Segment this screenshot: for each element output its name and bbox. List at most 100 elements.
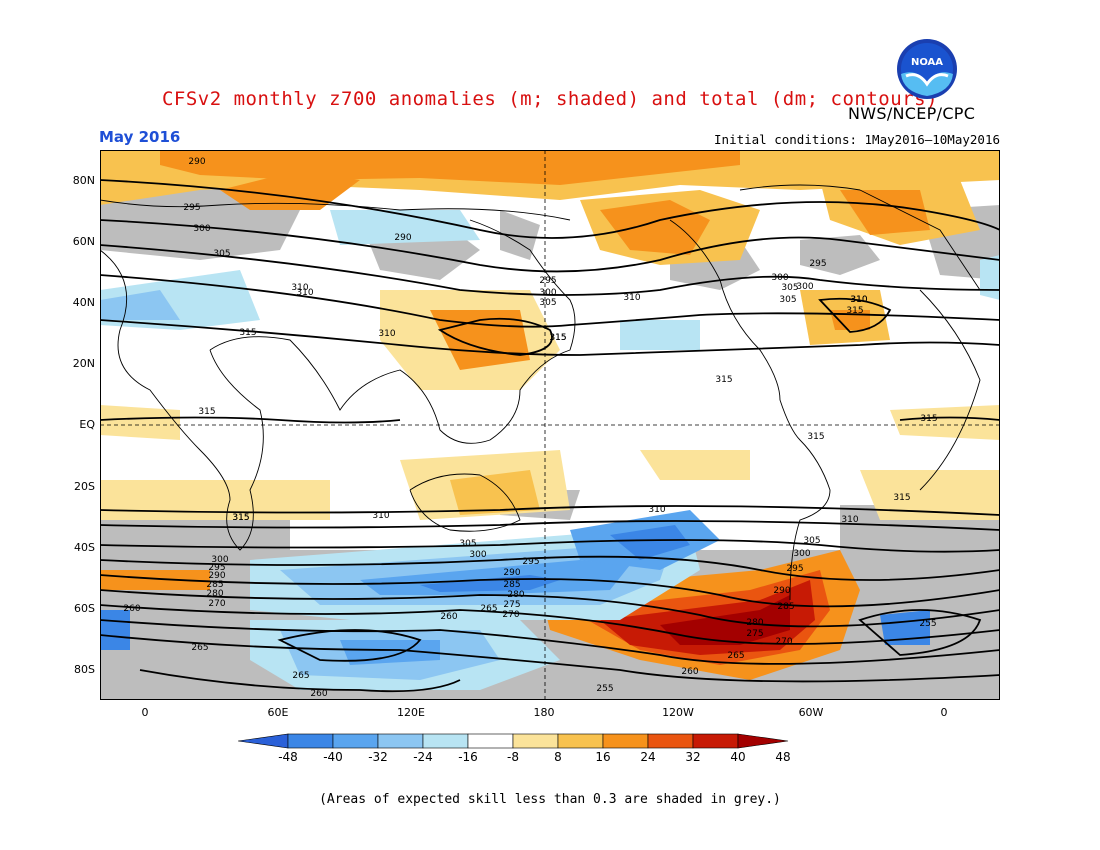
contour-label: 255 [596,684,613,694]
contour-label: 295 [786,564,803,574]
colorbar-label: -40 [323,750,343,764]
contour-label: 290 [394,233,411,243]
noaa-logo-text: NOAA [911,57,943,68]
lon-label-0-east: 0 [940,706,948,719]
contour-label: 310 [291,283,308,293]
contour-label: 315 [920,414,937,424]
colorbar-cell [332,733,379,749]
chart-title: CFSv2 monthly z700 anomalies (m; shaded)… [161,88,939,110]
coastlines [100,184,981,601]
contour-label: 265 [292,671,309,681]
lon-label-60e: 60E [267,706,289,719]
contour-label: 315 [232,513,249,523]
contour-label: 300 [211,555,228,565]
noaa-logo: NOAA [897,39,957,99]
contour-label: 260 [440,612,457,622]
contour-label: 305 [213,249,230,259]
contour-label: 285 [503,580,520,590]
lat-label-40n: 40N [72,296,95,309]
contour-label: 290 [208,571,225,581]
lon-label-60w: 60W [798,706,824,719]
colorbar-label: -16 [458,750,478,764]
colorbar-label: 32 [685,750,701,764]
contour-label: 310 [850,295,867,305]
contour-label: 260 [123,604,140,614]
contour-label: 315 [232,513,249,523]
contour-label: 290 [188,157,205,167]
contour-label: 315 [846,306,863,316]
colorbar [238,733,789,749]
contour-label: 310 [372,511,389,521]
contour-label: 315 [715,375,732,385]
colorbar-cell [287,733,334,749]
colorbar-label: -32 [368,750,388,764]
reference-lines [100,150,1000,700]
contour-label: 295 [539,276,556,286]
contour-label: 270 [208,599,225,609]
contour-label: 310 [296,288,313,298]
contour-label: 275 [746,629,763,639]
lat-label-20n: 20N [72,357,95,370]
contour-label: 300 [796,282,813,292]
contour-label: 255 [919,619,936,629]
lon-label-180: 180 [533,706,555,719]
contour-label: 315 [198,407,215,417]
contour-label: 315 [807,432,824,442]
colorbar-cell [512,733,559,749]
colorbar-cell [422,733,469,749]
lat-label-eq: EQ [79,418,95,431]
skill-footnote: (Areas of expected skill less than 0.3 a… [319,792,781,807]
contour-label: 280 [206,589,223,599]
contour-label: 305 [779,295,796,305]
forecast-month: May 2016 [99,128,181,146]
colorbar-cell [692,733,739,749]
colorbar-cell [238,733,289,749]
contour-label: 280 [746,618,763,628]
colorbar-label: 16 [595,750,611,764]
contour-label: 260 [310,689,327,699]
initial-conditions: Initial conditions: 1May2016—10May2016 [714,132,1000,147]
contour-label: 265 [727,651,744,661]
colorbar-cell [602,733,649,749]
height-contours [100,179,1000,693]
contour-label: 265 [191,643,208,653]
contour-label: 300 [193,224,210,234]
contour-label: 315 [239,328,256,338]
contour-label: 295 [522,557,539,567]
colorbar-label: -8 [507,750,519,764]
positive-anomalies [100,150,1000,680]
contour-label: 280 [507,590,524,600]
contour-label: 290 [773,586,790,596]
contour-label: 300 [539,288,556,298]
contour-label: 260 [681,667,698,677]
contour-label: 315 [893,493,910,503]
lon-label-120e: 120E [397,706,425,719]
colorbar-cell [377,733,424,749]
lat-label-80n: 80N [72,174,95,187]
lat-label-80s: 80S [74,663,95,676]
colorbar-cell [557,733,604,749]
contour-label: 270 [502,610,519,620]
negative-anomalies [100,210,1000,690]
contour-label: 310 [623,293,640,303]
lat-label-20s: 20S [74,480,95,493]
contour-label: 305 [803,536,820,546]
contour-label: 300 [771,273,788,283]
contour-label: 310 [648,505,665,515]
contour-label: 275 [503,600,520,610]
contour-label: 310 [378,329,395,339]
colorbar-label: 24 [640,750,656,764]
contour-label: 310 [850,295,867,305]
colorbar-cell [737,733,789,749]
lat-label-40s: 40S [74,541,95,554]
contour-label: 285 [777,602,794,612]
contour-label: 310 [841,515,858,525]
contour-labels: 290 295 300 305 310 315 300 305 310 310 … [123,157,937,699]
contour-label: 270 [775,637,792,647]
contour-label: 295 [809,259,826,269]
contour-label: 285 [206,580,223,590]
contour-label: 290 [503,568,520,578]
colorbar-label: -24 [413,750,433,764]
colorbar-cell [647,733,694,749]
contour-label: 300 [793,549,810,559]
